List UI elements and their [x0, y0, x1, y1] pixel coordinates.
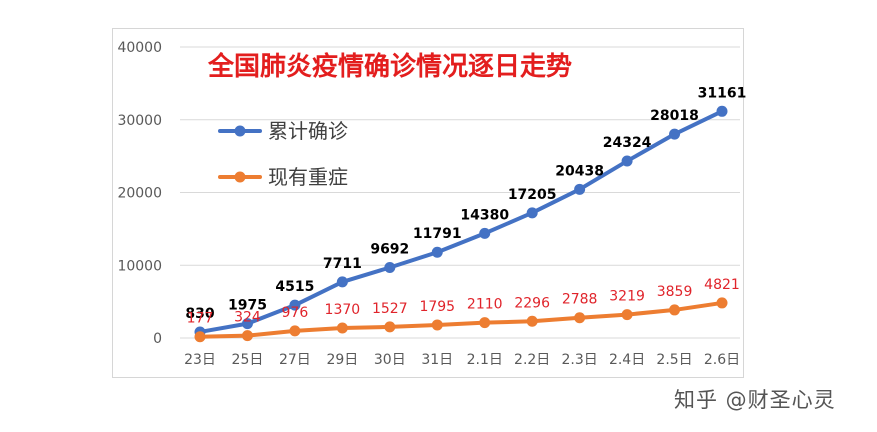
data-label-series-1: 20438: [555, 163, 604, 179]
data-point-series-1: [574, 183, 586, 195]
data-label-series-2: 4821: [704, 277, 740, 293]
x-tick-label: 25日: [232, 352, 264, 368]
chart-title: 全国肺炎疫情确诊情况逐日走势: [207, 51, 572, 82]
data-label-series-1: 31161: [698, 85, 747, 101]
data-label-series-1: 28018: [650, 108, 699, 124]
y-tick-label: 30000: [117, 113, 162, 129]
data-label-series-2: 1527: [372, 301, 408, 317]
data-label-series-2: 1795: [419, 299, 455, 315]
data-label-series-2: 324: [234, 310, 261, 326]
data-label-series-1: 7711: [323, 256, 362, 272]
data-label-series-1: 17205: [508, 187, 557, 203]
data-label-series-2: 2110: [467, 297, 503, 313]
data-label-series-2: 976: [282, 305, 309, 321]
data-point-series-1: [479, 227, 491, 239]
x-tick-label: 2.3日: [562, 352, 598, 368]
data-point-series-1: [669, 128, 681, 140]
x-tick-label: 2.2日: [514, 352, 550, 368]
data-label-series-2: 2296: [514, 295, 550, 311]
data-label-series-2: 177: [187, 311, 214, 327]
data-point-series-1: [716, 105, 728, 117]
data-label-series-1: 14380: [460, 207, 509, 223]
data-label-series-2: 3859: [657, 284, 693, 300]
x-tick-label: 30日: [374, 352, 406, 368]
x-tick-label: 29日: [326, 352, 358, 368]
data-point-series-2: [621, 309, 633, 321]
data-point-series-1: [431, 246, 443, 258]
y-tick-label: 20000: [117, 186, 162, 202]
legend-marker-2: [234, 171, 246, 183]
data-label-series-1: 1975: [228, 298, 267, 314]
y-tick-label: 40000: [117, 40, 162, 56]
data-label-series-2: 2788: [562, 292, 598, 308]
data-point-series-2: [526, 315, 538, 327]
data-point-series-1: [289, 299, 301, 311]
data-point-series-1: [384, 261, 396, 273]
x-tick-label: 2.5日: [656, 352, 692, 368]
data-point-series-1: [526, 207, 538, 219]
data-point-series-2: [669, 304, 681, 316]
data-label-series-2: 3219: [609, 289, 645, 305]
y-tick-label: 0: [153, 331, 162, 347]
data-point-series-2: [289, 325, 301, 337]
x-tick-label: 27日: [279, 352, 311, 368]
legend-label-2: 现有重症: [268, 165, 348, 189]
data-point-series-2: [716, 297, 728, 309]
data-label-series-2: 1370: [325, 302, 361, 318]
x-tick-label: 2.4日: [609, 352, 645, 368]
x-tick-label: 31日: [421, 352, 453, 368]
data-point-series-2: [384, 321, 396, 333]
data-point-series-2: [574, 312, 586, 324]
data-point-series-2: [479, 317, 491, 329]
data-point-series-2: [336, 322, 348, 334]
series-line-1: [198, 109, 724, 334]
x-tick-label: 2.1日: [467, 352, 503, 368]
data-label-series-1: 4515: [275, 279, 314, 295]
data-point-series-2: [194, 331, 206, 343]
data-label-series-1: 24324: [603, 135, 652, 151]
x-tick-label: 2.6日: [704, 352, 740, 368]
data-label-series-1: 9692: [370, 241, 409, 257]
data-point-series-1: [336, 276, 348, 288]
data-label-series-1: 11791: [413, 226, 462, 242]
data-point-series-2: [431, 319, 443, 331]
x-tick-label: 23日: [184, 352, 216, 368]
legend-label-1: 累计确诊: [268, 119, 348, 143]
data-point-series-1: [241, 318, 253, 330]
data-label-series-1: 830: [185, 306, 214, 322]
data-point-series-2: [241, 330, 253, 342]
legend-marker-1: [234, 125, 246, 137]
y-tick-label: 10000: [117, 258, 162, 274]
series-line-2: [198, 300, 724, 339]
chart-frame: [112, 28, 744, 378]
data-point-series-1: [621, 155, 633, 167]
watermark-text: 知乎 @财圣心灵: [674, 388, 836, 412]
